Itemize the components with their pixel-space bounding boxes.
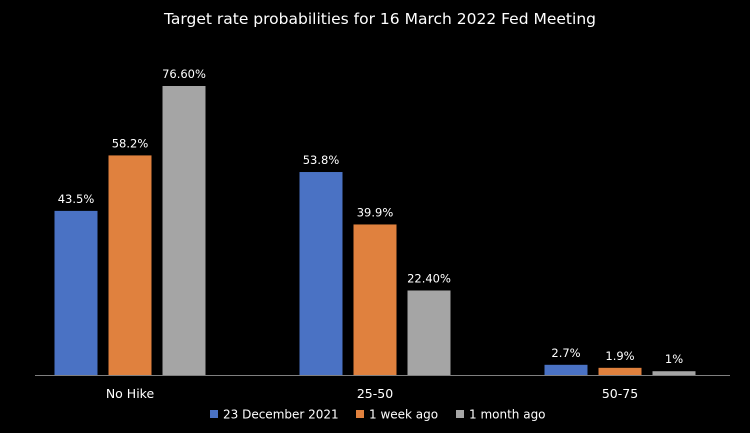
category-label: 25-50 [357, 386, 393, 401]
bar-no-hike-series-1 [54, 210, 98, 375]
legend-label: 1 month ago [469, 408, 546, 422]
data-label: 1.9% [605, 349, 634, 363]
bar-25-50-series-3 [407, 290, 451, 375]
data-label: 43.5% [58, 192, 95, 206]
bars-group [54, 86, 696, 375]
category-label: 50-75 [602, 386, 638, 401]
legend-swatch [456, 410, 464, 418]
chart-title: Target rate probabilities for 16 March 2… [163, 10, 596, 28]
category-label: No Hike [106, 386, 155, 401]
data-label: 76.60% [162, 67, 206, 81]
bar-25-50-series-1 [299, 172, 343, 375]
data-label: 39.9% [357, 205, 394, 219]
data-label: 2.7% [551, 346, 580, 360]
data-label: 1% [665, 352, 683, 366]
category-labels-group: No Hike 25-50 50-75 [106, 386, 638, 401]
data-label: 53.8% [303, 153, 340, 167]
legend: 23 December 2021 1 week ago 1 month ago [210, 408, 546, 422]
data-label: 22.40% [407, 271, 451, 285]
legend-swatch [210, 410, 218, 418]
bar-25-50-series-2 [353, 224, 397, 375]
bar-50-75-series-3 [652, 371, 696, 375]
bar-50-75-series-2 [598, 367, 642, 375]
bar-no-hike-series-2 [108, 155, 152, 375]
data-label: 58.2% [112, 136, 149, 150]
data-labels-group: 43.5% 58.2% 76.60% 53.8% 39.9% 22.40% 2.7% 1.9%… [58, 67, 683, 366]
bar-50-75-series-1 [544, 364, 588, 375]
legend-label: 23 December 2021 [223, 408, 339, 422]
bar-no-hike-series-3 [162, 86, 206, 375]
legend-swatch [356, 410, 364, 418]
legend-label: 1 week ago [369, 408, 438, 422]
